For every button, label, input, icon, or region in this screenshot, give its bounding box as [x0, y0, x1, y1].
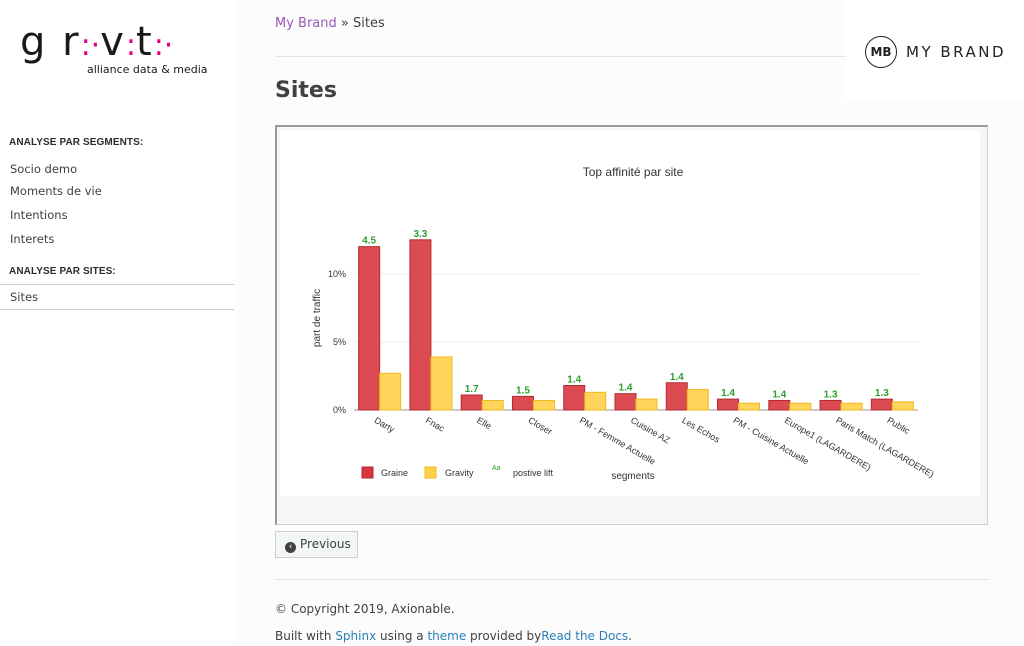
bar-graine[interactable] [511, 395, 534, 411]
lift-label: 1.4 [567, 374, 581, 385]
header-divider [275, 56, 989, 57]
lift-label: 1.7 [465, 384, 479, 395]
legend-label-gravity: Gravity [445, 468, 474, 478]
bar-gravity[interactable] [840, 402, 863, 411]
brand-mark-icon: MB [865, 36, 897, 68]
nav-item-sites-current[interactable]: Sites [0, 284, 234, 310]
built-period: . [628, 629, 632, 643]
lift-label: 3.3 [413, 229, 427, 240]
y-axis-label: part de traffic [312, 289, 323, 347]
bar-gravity[interactable] [481, 399, 504, 411]
legend-swatch-graine [361, 466, 374, 479]
caption-sites: ANALYSE PAR SITES: [9, 266, 116, 277]
sphinx-link[interactable]: Sphinx [335, 629, 377, 643]
legend-swatch-gravity [424, 466, 437, 479]
y-tick-label: 5% [333, 337, 346, 347]
lift-label: 1.5 [516, 385, 530, 396]
category-label: Les Echos [680, 415, 722, 445]
theme-link[interactable]: theme [427, 629, 467, 643]
lift-label: 1.4 [721, 388, 735, 399]
lift-label: 1.3 [875, 388, 889, 399]
brand-text: MY BRAND [906, 43, 1007, 61]
legend-label-lift: postive lift [513, 468, 554, 478]
bar-gravity[interactable] [891, 401, 914, 411]
bar-graine[interactable] [563, 384, 586, 411]
bar-graine[interactable] [460, 394, 483, 411]
gravity-logo[interactable]: g r:·v:t:· alliance data & media [20, 20, 220, 80]
bar-graine[interactable] [614, 393, 637, 411]
footer-divider [275, 579, 989, 580]
bar-gravity[interactable] [738, 402, 761, 411]
breadcrumb-separator: » [340, 16, 349, 31]
built-prefix: Built with [275, 629, 332, 643]
bar-graine[interactable] [409, 239, 432, 411]
logo-tagline: alliance data & media [87, 63, 208, 76]
x-axis-label: segments [611, 471, 654, 482]
rtd-link[interactable]: Read the Docs [541, 629, 629, 643]
y-tick-label: 10% [328, 269, 346, 279]
bar-gravity[interactable] [532, 399, 555, 411]
chart-frame: Top affinité par site part de traffic se… [275, 125, 988, 525]
nav-item-sites-label: Sites [10, 290, 39, 304]
bar-gravity[interactable] [635, 398, 658, 411]
brand-logo: MB MY BRAND [846, 0, 1024, 102]
bar-gravity[interactable] [789, 402, 812, 411]
lift-label: 1.3 [824, 389, 838, 400]
lift-label: 1.4 [619, 383, 633, 394]
bar-graine[interactable] [717, 398, 740, 411]
nav-item-socio-demo[interactable]: Socio demo [10, 162, 78, 176]
lift-label: 1.4 [670, 372, 684, 383]
category-label: Fnac [424, 415, 447, 434]
bar-gravity[interactable] [379, 372, 402, 411]
category-label: Paris Match (LAGARDERE) [834, 415, 936, 479]
bar-graine[interactable] [358, 246, 381, 411]
lift-label: 1.4 [772, 389, 786, 400]
category-label: Public [885, 415, 912, 436]
bar-graine[interactable] [665, 382, 688, 411]
chart-container: Top affinité par site part de traffic se… [280, 130, 980, 496]
breadcrumb: My Brand » Sites [275, 16, 385, 31]
bar-graine[interactable] [870, 398, 893, 411]
category-label: Closer [526, 415, 554, 437]
built-with: Built with Sphinx using a theme provided… [275, 629, 632, 643]
page-title: Sites [275, 78, 337, 103]
category-label: Darty [373, 415, 397, 435]
breadcrumb-current: Sites [353, 16, 385, 31]
legend-label-graine: Graine [381, 468, 408, 478]
sidebar: g r:·v:t:· alliance data & media ANALYSE… [0, 0, 234, 646]
previous-button[interactable]: ‹ Previous [275, 531, 358, 558]
lift-label: 4.5 [362, 236, 376, 247]
affinity-chart: Top affinité par site part de traffic se… [312, 165, 936, 482]
copyright: © Copyright 2019, Axionable. [275, 602, 455, 616]
bar-gravity[interactable] [686, 389, 709, 411]
category-label: Cuisine AZ [629, 415, 672, 446]
bar-gravity[interactable] [430, 356, 453, 411]
nav-item-moments-de-vie[interactable]: Moments de vie [10, 184, 102, 198]
nav-item-interets[interactable]: Interets [10, 232, 55, 246]
bar-gravity[interactable] [584, 391, 607, 411]
bar-graine[interactable] [768, 399, 791, 411]
bar-graine[interactable] [819, 399, 842, 411]
y-tick-label: 0% [333, 405, 346, 415]
legend-lift-glyph: Aa [492, 465, 501, 472]
logo-wordmark: g r:·v:t:· [20, 19, 174, 65]
arrow-left-circle-icon: ‹ [285, 542, 296, 553]
chart-title: Top affinité par site [583, 165, 684, 179]
category-label: Europe1 (LAGARDERE) [783, 415, 873, 473]
category-label: Elle [475, 415, 493, 431]
built-using: using a [380, 629, 424, 643]
nav-item-intentions[interactable]: Intentions [10, 208, 68, 222]
caption-segments: ANALYSE PAR SEGMENTS: [9, 137, 144, 148]
built-provided: provided by [470, 629, 542, 643]
breadcrumb-home-link[interactable]: My Brand [275, 16, 337, 31]
previous-label: Previous [300, 537, 351, 551]
